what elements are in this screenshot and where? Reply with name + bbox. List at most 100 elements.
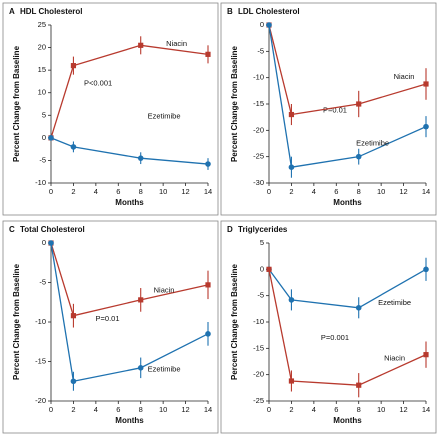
series-label: Ezetimibe bbox=[356, 138, 389, 147]
panel-title: Triglycerides bbox=[238, 225, 288, 234]
point bbox=[205, 161, 211, 167]
x-tick-label: 8 bbox=[357, 405, 361, 414]
y-axis-label: Percent Change from Baseline bbox=[230, 45, 239, 162]
y-tick-label: -25 bbox=[253, 396, 264, 405]
y-tick-label: 25 bbox=[38, 20, 46, 29]
x-tick-label: 10 bbox=[377, 405, 385, 414]
x-tick-label: 2 bbox=[71, 187, 75, 196]
panel-label: D bbox=[227, 225, 233, 234]
x-tick-label: 0 bbox=[49, 405, 53, 414]
point bbox=[355, 304, 362, 311]
y-tick-label: -10 bbox=[35, 317, 46, 326]
panel-title: HDL Cholesterol bbox=[20, 7, 83, 16]
y-tick-label: -5 bbox=[257, 291, 264, 300]
y-tick-label: -25 bbox=[253, 152, 264, 161]
series-label: Niacin bbox=[166, 39, 187, 48]
y-tick-label: -20 bbox=[35, 396, 46, 405]
point bbox=[48, 135, 54, 141]
point bbox=[423, 352, 429, 358]
y-tick-label: -5 bbox=[39, 155, 46, 164]
series-label: Niacin bbox=[154, 285, 175, 294]
x-tick-label: 14 bbox=[422, 187, 430, 196]
series-label: Niacin bbox=[384, 353, 405, 362]
panel-label: C bbox=[9, 225, 15, 234]
point bbox=[70, 144, 77, 150]
x-tick-label: 6 bbox=[334, 187, 338, 196]
y-tick-label: -5 bbox=[257, 46, 264, 55]
y-axis-label: Percent Change from Baseline bbox=[230, 263, 239, 380]
point bbox=[205, 282, 211, 288]
x-tick-label: 10 bbox=[159, 405, 167, 414]
x-tick-label: 4 bbox=[94, 187, 98, 196]
y-tick-label: -15 bbox=[35, 356, 46, 365]
y-tick-label: 0 bbox=[42, 133, 46, 142]
point bbox=[266, 266, 272, 272]
y-tick-label: -15 bbox=[253, 343, 264, 352]
point bbox=[423, 266, 429, 273]
point bbox=[138, 297, 144, 303]
x-tick-label: 2 bbox=[289, 405, 293, 414]
point bbox=[266, 22, 272, 28]
y-tick-label: 20 bbox=[38, 43, 46, 52]
series-label: Niacin bbox=[394, 72, 415, 81]
panel-title: Total Cholesterol bbox=[20, 225, 85, 234]
x-tick-label: 12 bbox=[181, 187, 189, 196]
series-label: Ezetimibe bbox=[148, 112, 181, 121]
y-tick-label: -10 bbox=[253, 73, 264, 82]
point bbox=[70, 63, 77, 69]
point bbox=[423, 81, 429, 87]
y-tick-label: -10 bbox=[35, 178, 46, 187]
y-tick-label: 10 bbox=[38, 88, 46, 97]
x-tick-label: 12 bbox=[399, 187, 407, 196]
y-tick-label: -30 bbox=[253, 178, 264, 187]
point bbox=[288, 111, 295, 118]
x-tick-label: 10 bbox=[377, 187, 385, 196]
point bbox=[288, 378, 295, 384]
x-tick-label: 6 bbox=[116, 187, 120, 196]
point bbox=[356, 101, 362, 107]
series-label: Ezetimibe bbox=[148, 364, 181, 373]
series-line bbox=[268, 269, 427, 386]
point bbox=[137, 365, 144, 371]
point bbox=[48, 240, 54, 246]
x-axis-label: Months bbox=[115, 198, 144, 207]
panel-title: LDL Cholesterol bbox=[238, 7, 300, 16]
series-line bbox=[268, 24, 427, 168]
annotation: P=0.001 bbox=[321, 333, 349, 342]
series-label: Ezetimibe bbox=[378, 298, 411, 307]
y-tick-label: 15 bbox=[38, 65, 46, 74]
panel: C Total Cholesterol -20 -15 -10 -5 0 0 2 4 6 8 10 12 1… bbox=[2, 220, 219, 434]
point bbox=[137, 155, 144, 161]
panel-frame bbox=[2, 2, 219, 216]
y-tick-label: -15 bbox=[253, 99, 264, 108]
x-tick-label: 10 bbox=[159, 187, 167, 196]
x-tick-label: 12 bbox=[399, 405, 407, 414]
x-axis-label: Months bbox=[333, 416, 362, 425]
y-axis-label: Percent Change from Baseline bbox=[12, 45, 21, 162]
x-tick-label: 2 bbox=[71, 405, 75, 414]
series-line bbox=[268, 24, 427, 116]
point bbox=[356, 382, 362, 388]
x-tick-label: 4 bbox=[94, 405, 98, 414]
y-tick-label: -20 bbox=[253, 125, 264, 134]
point bbox=[70, 378, 77, 385]
annotation: P=0.01 bbox=[323, 105, 347, 114]
x-tick-label: 0 bbox=[49, 187, 53, 196]
point bbox=[70, 313, 77, 319]
panel: D Triglycerides -25 -20 -15 -10 -5 0 5 0 2 4 6 8 10 12 1… bbox=[220, 220, 437, 434]
x-tick-label: 6 bbox=[116, 405, 120, 414]
y-tick-label: 0 bbox=[260, 20, 264, 29]
panel-frame bbox=[220, 2, 437, 216]
y-tick-label: -10 bbox=[253, 317, 264, 326]
x-tick-label: 2 bbox=[289, 187, 293, 196]
series-line bbox=[50, 44, 209, 139]
y-tick-label: -5 bbox=[39, 277, 46, 286]
x-tick-label: 8 bbox=[139, 405, 143, 414]
x-tick-label: 4 bbox=[312, 405, 316, 414]
x-tick-label: 12 bbox=[181, 405, 189, 414]
x-tick-label: 14 bbox=[204, 405, 212, 414]
x-axis-label: Months bbox=[333, 198, 362, 207]
x-tick-label: 8 bbox=[139, 187, 143, 196]
y-tick-label: 0 bbox=[42, 238, 46, 247]
